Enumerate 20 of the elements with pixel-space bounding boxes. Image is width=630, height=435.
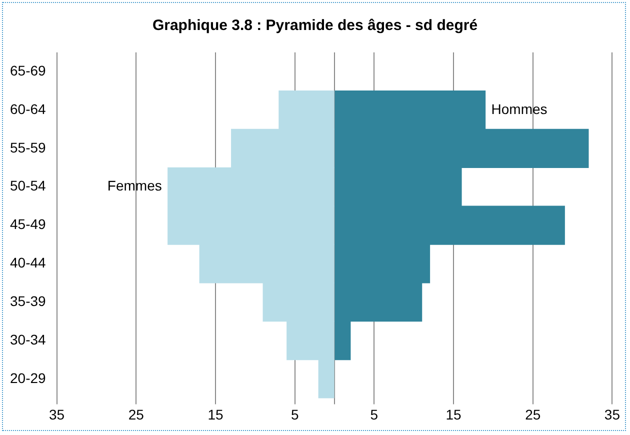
- x-tick-label: 35: [49, 406, 65, 422]
- x-tick-label: 35: [604, 406, 620, 422]
- x-tick-label: 25: [525, 406, 541, 422]
- chart-title: Graphique 3.8 : Pyramide des âges - sd degré: [151, 17, 479, 34]
- x-tick-label: 5: [290, 406, 299, 422]
- y-tick-label: 40-44: [10, 254, 46, 271]
- x-tick-label: 15: [446, 406, 462, 422]
- x-tick-label: 15: [208, 406, 224, 422]
- y-tick-label: 45-49: [10, 216, 46, 232]
- x-tick-label: 25: [128, 406, 144, 422]
- y-tick-label: 50-54: [10, 178, 46, 194]
- y-tick-label: 60-64: [10, 100, 46, 117]
- x-tick-label: 5: [370, 406, 378, 422]
- y-tick-label: 35-39: [10, 293, 46, 310]
- y-tick-label: 20-29: [10, 370, 46, 386]
- y-tick-label: 30-34: [10, 331, 46, 348]
- series-label: Hommes: [491, 100, 548, 117]
- y-tick-label: 55-59: [10, 139, 46, 156]
- y-tick-label: 65-69: [10, 62, 46, 78]
- series-label: Femmes: [107, 178, 162, 194]
